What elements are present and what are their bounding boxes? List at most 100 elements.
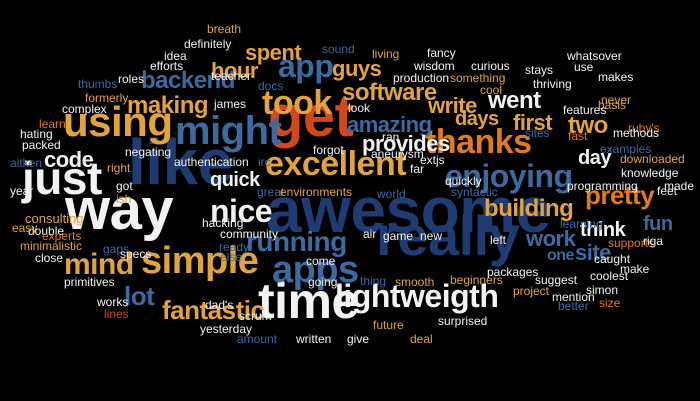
word-130: learning	[560, 217, 603, 231]
word-137: size	[599, 296, 621, 310]
word-97: methods	[613, 126, 660, 140]
word-134: coolest	[590, 269, 629, 283]
word-49: roles	[118, 72, 145, 86]
word-84: cool	[480, 83, 503, 97]
word-107: extjs	[420, 153, 445, 167]
word-19: running	[246, 226, 347, 257]
word-73: james	[214, 97, 247, 111]
word-114: great	[257, 185, 285, 199]
word-50: thumbs	[78, 77, 118, 91]
word-98: examples	[600, 142, 652, 156]
word-36: spent	[245, 40, 302, 65]
word-76: sound	[322, 42, 355, 56]
word-61: experts	[42, 229, 82, 243]
word-72: negating	[125, 145, 172, 159]
word-68: specs	[120, 247, 152, 261]
word-69: right	[107, 161, 131, 175]
word-34: quick	[210, 169, 260, 191]
word-124: come	[306, 254, 336, 268]
word-31: first	[513, 110, 553, 135]
word-65: primitives	[64, 275, 115, 289]
word-101: feet	[657, 184, 678, 198]
word-94: sites	[525, 126, 550, 140]
word-82: something	[450, 71, 506, 85]
word-10: excellent	[265, 145, 407, 183]
word-105: programming	[567, 179, 638, 193]
word-45: breath	[207, 22, 242, 36]
word-119: else	[220, 250, 243, 264]
word-30: days	[455, 108, 499, 130]
word-33: code	[44, 147, 94, 172]
word-77: living	[372, 47, 400, 61]
word-28: amazing	[347, 112, 432, 137]
word-40: site	[575, 240, 611, 265]
word-81: production	[393, 71, 450, 85]
word-146: amount	[237, 332, 278, 346]
word-96: ruby's	[628, 121, 660, 135]
word-126: smooth	[395, 275, 435, 289]
word-104: mention	[552, 290, 595, 304]
word-74: teacher	[211, 69, 252, 83]
word-75: docs	[258, 79, 284, 93]
word-11: took	[262, 84, 332, 122]
word-0: awesome	[266, 174, 551, 246]
word-121: game	[383, 229, 414, 243]
word-62: minimalistic	[20, 239, 83, 253]
word-109: forgot	[313, 143, 344, 157]
word-93: ran	[382, 130, 400, 144]
word-135: make	[620, 262, 650, 276]
word-129: suggest	[535, 273, 578, 287]
word-88: use	[574, 60, 594, 74]
word-53: learn	[39, 117, 66, 131]
word-148: dad's	[205, 298, 234, 312]
word-106: aneurysm	[371, 147, 424, 161]
word-6: just	[22, 152, 102, 204]
word-144: give	[347, 332, 370, 346]
word-29: provides	[362, 131, 450, 156]
word-13: thanks	[425, 123, 532, 161]
word-143: surprised	[438, 314, 488, 328]
word-1: really	[376, 204, 520, 267]
word-92: look	[348, 101, 371, 115]
word-125: thing	[360, 274, 387, 288]
word-128: packages	[487, 265, 539, 279]
word-23: write	[428, 93, 477, 118]
word-14: apps	[272, 249, 359, 291]
word-2: like	[128, 126, 233, 198]
word-70: got	[116, 179, 133, 193]
word-123: left	[490, 233, 507, 247]
word-99: downloaded	[620, 152, 685, 166]
word-133: riga	[643, 234, 664, 248]
word-111: hacking	[202, 216, 244, 230]
word-116: world	[377, 187, 406, 201]
word-27: backend	[141, 67, 235, 94]
word-47: idea	[164, 49, 187, 63]
word-78: fancy	[427, 46, 456, 60]
word-79: wisdom	[414, 59, 455, 73]
word-132: caught	[594, 252, 631, 266]
word-86: makes	[598, 70, 634, 84]
word-25: software	[342, 79, 437, 106]
word-117: community	[220, 227, 279, 241]
word-113: authentication	[174, 155, 249, 169]
word-100: knowledge	[621, 166, 679, 180]
word-131: supports	[608, 236, 655, 250]
word-60: easy	[12, 221, 38, 235]
word-44: lot	[124, 281, 155, 311]
word-120: air	[363, 227, 377, 241]
word-59: double	[28, 224, 65, 238]
word-4: get	[268, 84, 354, 149]
word-15: enjoying	[445, 158, 573, 194]
word-17: nice	[210, 193, 273, 229]
word-42: think	[580, 219, 626, 241]
word-20: fantastic	[162, 295, 265, 325]
word-89: basis	[598, 98, 627, 112]
word-110: syntactic	[451, 185, 498, 199]
word-48: efforts	[150, 59, 184, 73]
word-46: definitely	[184, 37, 232, 51]
word-145: written	[296, 332, 332, 346]
word-64: gaps	[103, 242, 130, 256]
word-56: aitken	[10, 156, 43, 170]
word-43: day	[578, 147, 611, 169]
